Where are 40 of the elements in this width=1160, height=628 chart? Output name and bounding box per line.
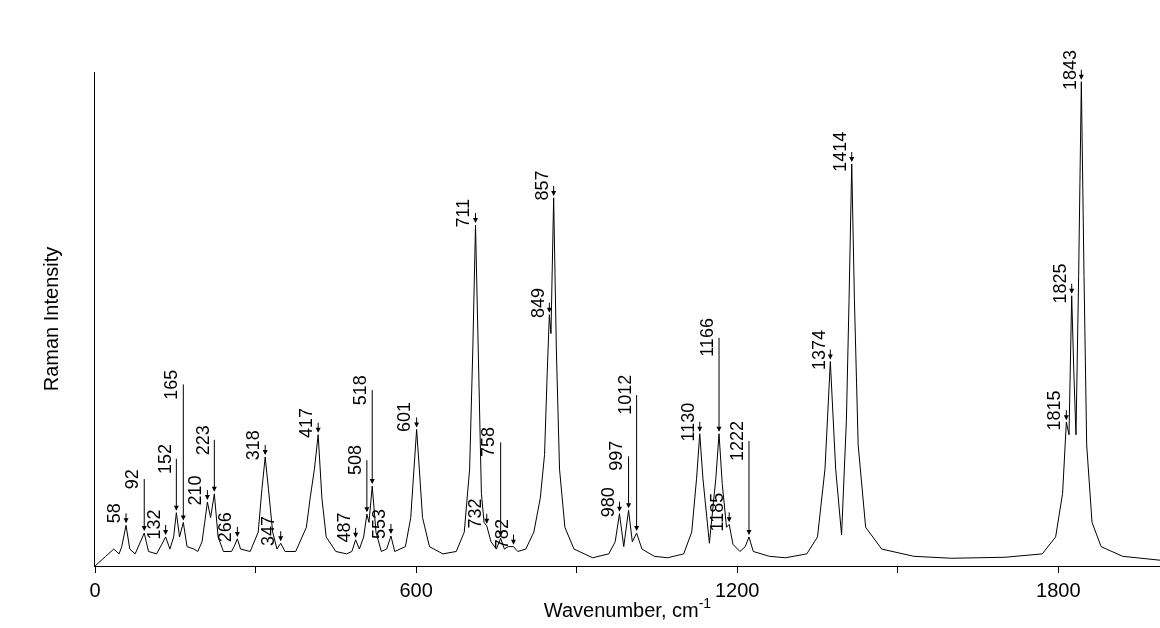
x-tick-label: 0 bbox=[89, 579, 101, 601]
annotation: 223 bbox=[192, 425, 213, 456]
annotation: 1815 bbox=[1044, 390, 1065, 431]
annotation: 266 bbox=[215, 512, 236, 543]
annotation: 849 bbox=[527, 287, 548, 318]
annotation: 92 bbox=[122, 469, 143, 490]
annotation: 1843 bbox=[1059, 49, 1080, 91]
annotation: 1374 bbox=[808, 329, 829, 370]
annotation: 601 bbox=[394, 402, 415, 433]
y-axis-title: Raman Intensity bbox=[39, 246, 62, 392]
annotation: 165 bbox=[160, 369, 181, 400]
annotation: 758 bbox=[478, 427, 499, 458]
annotation: 857 bbox=[531, 170, 552, 201]
x-tick-label: 1200 bbox=[714, 579, 760, 601]
annotation: 782 bbox=[491, 519, 512, 550]
annotation: 58 bbox=[103, 503, 124, 524]
annotation: 417 bbox=[296, 407, 317, 438]
annotation: 518 bbox=[350, 375, 371, 406]
annotation: 1185 bbox=[706, 492, 727, 532]
annotation: 152 bbox=[154, 444, 175, 475]
x-axis-title: Wavenumber, cm$^{-1}$ bbox=[543, 595, 712, 621]
annotation: 1825 bbox=[1049, 263, 1070, 304]
x-tick-label: 1800 bbox=[1036, 579, 1081, 601]
annotation: 553 bbox=[368, 508, 389, 539]
annotation: 711 bbox=[453, 198, 474, 228]
annotation: 997 bbox=[606, 440, 627, 471]
annotation: 347 bbox=[258, 515, 279, 546]
annotation: 980 bbox=[597, 487, 618, 518]
annotation: 210 bbox=[185, 475, 206, 506]
annotation: 508 bbox=[344, 445, 365, 476]
annotation: 132 bbox=[143, 509, 164, 540]
annotation: 318 bbox=[243, 430, 264, 461]
annotation: 487 bbox=[333, 512, 354, 543]
annotation: 1414 bbox=[829, 131, 850, 172]
annotation: 1166 bbox=[697, 318, 718, 357]
annotation: 1222 bbox=[727, 420, 748, 461]
annotation: 732 bbox=[464, 498, 485, 529]
annotation: 1012 bbox=[614, 374, 635, 415]
annotation: 1130 bbox=[677, 402, 698, 442]
x-tick-label: 600 bbox=[399, 579, 433, 601]
